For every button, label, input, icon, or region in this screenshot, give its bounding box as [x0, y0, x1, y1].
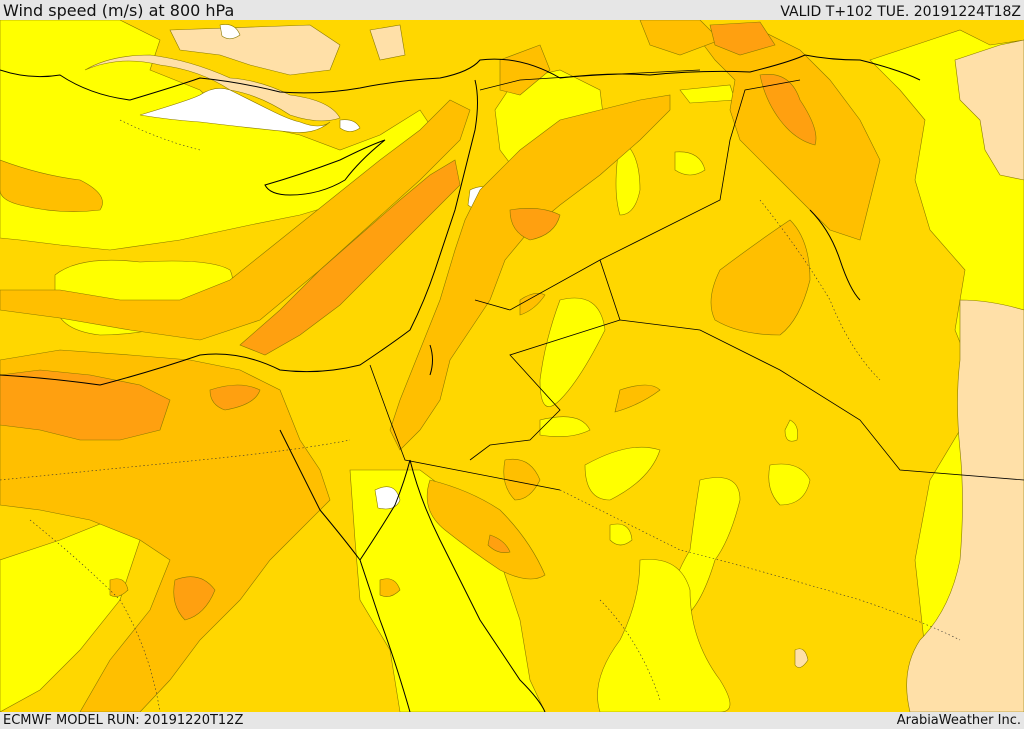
- map-header: Wind speed (m/s) at 800 hPa VALID T+102 …: [0, 0, 1024, 20]
- light-wind-areas: [84, 24, 1024, 712]
- stronger-wind-areas: [0, 21, 817, 621]
- political-borders: [369, 69, 1024, 491]
- sub-borders: [0, 119, 961, 712]
- model-run: ECMWF MODEL RUN: 20191220T12Z: [3, 713, 244, 728]
- strong-wind-areas: [0, 20, 881, 712]
- map-title: Wind speed (m/s) at 800 hPa: [3, 1, 235, 20]
- wind-speed-map[interactable]: [0, 20, 1024, 712]
- valid-time: VALID T+102 TUE. 20191224T18Z: [780, 4, 1021, 20]
- credit: ArabiaWeather Inc.: [896, 713, 1021, 728]
- coastlines: [0, 54, 921, 712]
- map-footer: ECMWF MODEL RUN: 20191220T12Z ArabiaWeat…: [0, 712, 1024, 729]
